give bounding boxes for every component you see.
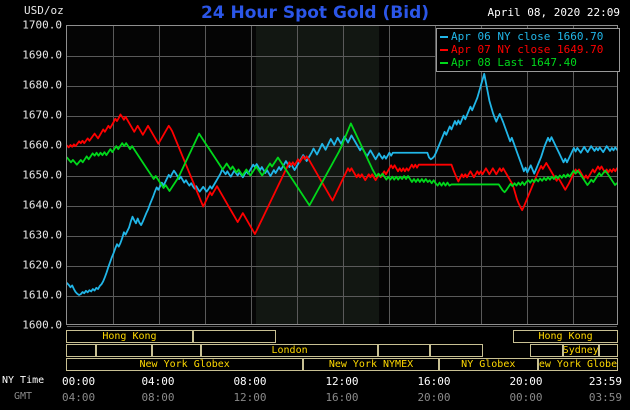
y-axis-tick: 1650.0 xyxy=(22,168,62,182)
y-axis-tick: 1600.0 xyxy=(22,318,62,332)
session-segment xyxy=(66,344,97,357)
series-line xyxy=(67,122,617,207)
x-axis-tick-gmt: 03:59 xyxy=(588,391,622,404)
legend-item: Apr 07 NY close 1649.70 xyxy=(440,43,617,56)
x-axis-tick-gmt: 20:00 xyxy=(417,391,451,404)
session-row-europe: London Sydney xyxy=(66,344,618,357)
horizontal-gridline xyxy=(67,206,617,207)
page-title: 24 Hour Spot Gold (Bid) xyxy=(200,3,430,23)
x-axis-tick-gmt: 00:00 xyxy=(509,391,543,404)
horizontal-gridline xyxy=(67,116,617,117)
vertical-gridline xyxy=(343,26,344,324)
x-axis-tick-gmt: 16:00 xyxy=(325,391,359,404)
session-ny-globex: NY Globex xyxy=(438,358,538,371)
session-new-york-globex: New York Globex xyxy=(537,358,618,371)
legend-label: Apr 06 NY close 1660.70 xyxy=(451,30,604,43)
legend-color-swatch xyxy=(440,61,448,64)
vertical-gridline xyxy=(527,26,528,324)
series-line xyxy=(67,72,617,296)
x-axis-tick-ny: 16:00 xyxy=(417,375,451,388)
session-segment xyxy=(151,344,202,357)
trading-session-bars: Hong Kong Hong Kong London Sydney New York… xyxy=(66,330,618,372)
x-axis-ny-label: NY Time xyxy=(2,375,45,386)
y-axis-tick: 1690.0 xyxy=(22,48,62,62)
legend-label: Apr 07 NY close 1649.70 xyxy=(451,43,604,56)
legend-color-swatch xyxy=(440,35,448,38)
y-axis-tick: 1630.0 xyxy=(22,228,62,242)
y-axis-tick: 1640.0 xyxy=(22,198,62,212)
price-lines xyxy=(67,72,617,296)
horizontal-gridline xyxy=(67,266,617,267)
vertical-gridline xyxy=(159,26,160,324)
x-axis-tick-ny: 20:00 xyxy=(509,375,543,388)
y-axis-tick: 1620.0 xyxy=(22,258,62,272)
legend-label: Apr 08 Last 1647.40 xyxy=(451,56,577,69)
session-segment xyxy=(598,344,618,357)
horizontal-gridline xyxy=(67,86,617,87)
legend-color-swatch xyxy=(440,48,448,51)
session-segment xyxy=(192,330,276,343)
vertical-gridline xyxy=(113,26,114,324)
x-axis-tick-gmt: 04:00 xyxy=(62,391,96,404)
session-hong-kong: Hong Kong xyxy=(66,330,193,343)
vertical-gridline xyxy=(205,26,206,324)
y-axis-tick: 1660.0 xyxy=(22,138,62,152)
x-axis-tick-gmt: 08:00 xyxy=(141,391,175,404)
legend-item: Apr 08 Last 1647.40 xyxy=(440,56,617,69)
vertical-gridline xyxy=(481,26,482,324)
session-hong-kong: Hong Kong xyxy=(513,330,618,343)
session-segment xyxy=(529,344,563,357)
horizontal-gridline xyxy=(67,236,617,237)
session-segment xyxy=(430,344,483,357)
horizontal-gridline xyxy=(67,326,617,327)
x-axis-tick-ny: 04:00 xyxy=(141,375,175,388)
plot-area xyxy=(66,25,618,327)
x-axis: NY Time GMT 00:00 04:00 04:00 08:00 08:00 12:… xyxy=(0,373,630,409)
y-axis-tick: 1610.0 xyxy=(22,288,62,302)
vertical-gridline xyxy=(435,26,436,324)
x-axis-tick-ny: 23:59 xyxy=(588,375,622,388)
session-new-york-nymex: New York NYMEX xyxy=(303,358,439,371)
session-segment xyxy=(377,344,431,357)
x-axis-tick-ny: 08:00 xyxy=(233,375,267,388)
session-segment xyxy=(96,344,152,357)
horizontal-gridline xyxy=(67,176,617,177)
vertical-gridline xyxy=(297,26,298,324)
timestamp: April 08, 2020 22:09 xyxy=(487,6,620,19)
y-axis-tick: 1680.0 xyxy=(22,78,62,92)
legend-item: Apr 06 NY close 1660.70 xyxy=(440,30,617,43)
horizontal-gridline xyxy=(67,56,617,57)
x-axis-tick-ny: 00:00 xyxy=(62,375,96,388)
session-new-york-globex: New York Globex xyxy=(66,358,304,371)
y-axis-labels: 1700.0 1690.0 1680.0 1670.0 1660.0 1650.0 1640… xyxy=(0,0,62,410)
vertical-gridline xyxy=(389,26,390,324)
legend: Apr 06 NY close 1660.70 Apr 07 NY close 1… xyxy=(436,28,620,72)
x-axis-gmt-label: GMT xyxy=(14,391,33,402)
series-line xyxy=(67,113,617,235)
horizontal-gridline xyxy=(67,296,617,297)
session-london: London xyxy=(201,344,378,357)
x-axis-tick-ny: 12:00 xyxy=(325,375,359,388)
session-sydney: Sydney xyxy=(562,344,599,357)
y-axis-unit-label: USD/oz xyxy=(24,4,64,17)
y-axis-tick: 1670.0 xyxy=(22,108,62,122)
y-axis-tick: 1700.0 xyxy=(22,18,62,32)
session-row-asia: Hong Kong Hong Kong xyxy=(66,330,618,343)
x-axis-tick-gmt: 12:00 xyxy=(233,391,267,404)
